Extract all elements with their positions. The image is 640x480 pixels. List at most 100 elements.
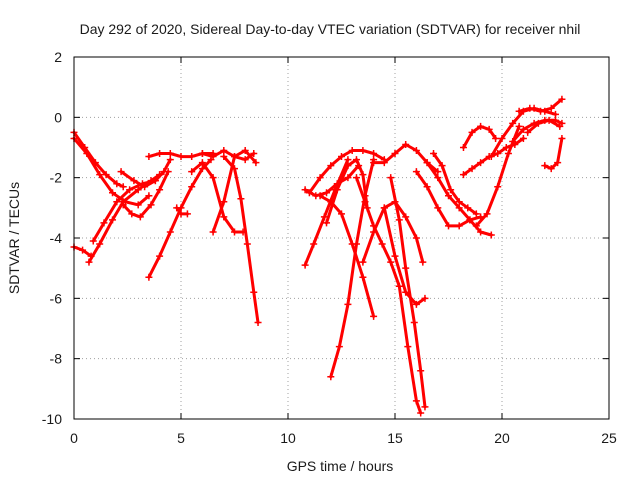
data-point xyxy=(445,192,452,200)
data-point xyxy=(558,95,566,103)
x-tick-label: 10 xyxy=(280,430,296,446)
x-axis-label: GPS time / hours xyxy=(287,458,394,474)
series-track-29 xyxy=(459,122,500,151)
data-point xyxy=(79,246,87,254)
data-point xyxy=(316,192,324,200)
data-point xyxy=(166,150,174,158)
data-point xyxy=(344,300,352,308)
data-point xyxy=(524,128,532,136)
data-point xyxy=(402,264,410,272)
series-track-36 xyxy=(541,134,566,173)
data-point xyxy=(477,159,485,167)
data-point xyxy=(515,107,523,115)
data-point xyxy=(85,258,93,266)
data-point xyxy=(485,125,493,133)
series-track-28 xyxy=(430,150,480,218)
data-point xyxy=(359,258,367,266)
data-point xyxy=(327,162,335,170)
data-point xyxy=(459,144,467,151)
data-point xyxy=(305,189,313,197)
data-point xyxy=(558,134,566,142)
data-point xyxy=(534,119,542,127)
data-point xyxy=(113,180,121,188)
data-point xyxy=(151,177,159,185)
data-point xyxy=(459,171,467,179)
data-point xyxy=(119,183,127,191)
data-point xyxy=(177,153,185,161)
data-point xyxy=(370,150,378,158)
series-line xyxy=(432,152,478,216)
data-point xyxy=(209,153,217,161)
data-point xyxy=(89,237,97,245)
data-point xyxy=(455,222,463,230)
data-point xyxy=(241,147,249,155)
data-point xyxy=(164,168,172,176)
data-point xyxy=(537,107,545,115)
series-line xyxy=(526,118,562,134)
data-point xyxy=(541,162,549,170)
data-point xyxy=(96,240,104,248)
series-track-12 xyxy=(198,147,260,167)
data-point xyxy=(352,174,360,182)
data-point xyxy=(498,134,506,142)
series-line xyxy=(325,158,369,225)
data-point xyxy=(128,210,136,218)
data-point xyxy=(477,228,485,236)
series-track-13 xyxy=(209,150,258,236)
series-track-10 xyxy=(173,204,191,218)
data-point xyxy=(320,213,328,221)
data-point xyxy=(231,165,238,173)
data-point xyxy=(344,174,352,182)
data-point xyxy=(173,204,181,212)
y-tick-label: -8 xyxy=(50,351,63,367)
series-track-06 xyxy=(117,156,174,191)
data-point xyxy=(547,104,555,112)
data-point xyxy=(310,240,318,248)
data-point xyxy=(421,403,429,411)
data-point xyxy=(352,240,360,248)
data-point xyxy=(370,159,378,167)
series-track-22 xyxy=(352,174,425,417)
data-point xyxy=(220,213,228,221)
data-point xyxy=(391,150,399,158)
series-line xyxy=(303,164,361,198)
data-point xyxy=(556,122,564,130)
data-point xyxy=(472,210,480,218)
y-tick-label: -6 xyxy=(50,290,63,306)
data-point xyxy=(166,156,174,164)
data-point xyxy=(412,168,420,176)
data-point xyxy=(237,195,245,203)
data-point xyxy=(509,137,517,145)
data-point xyxy=(188,168,196,176)
series-track-07 xyxy=(119,168,172,221)
series-track-02 xyxy=(70,134,153,209)
data-point xyxy=(145,153,153,161)
data-point xyxy=(243,240,251,248)
data-point xyxy=(412,300,420,308)
data-point xyxy=(468,165,476,173)
x-tick-label: 20 xyxy=(494,430,510,446)
data-point xyxy=(526,104,534,112)
series-line xyxy=(222,155,260,324)
series-line xyxy=(119,158,172,189)
data-point xyxy=(492,134,500,142)
data-series xyxy=(70,95,566,417)
chart-title: Day 292 of 2020, Sidereal Day-to-day VTE… xyxy=(80,21,581,37)
data-point xyxy=(395,282,403,290)
series-track-11 xyxy=(188,159,247,236)
data-point xyxy=(519,134,527,142)
data-point xyxy=(119,201,127,209)
data-point xyxy=(231,228,238,236)
data-point xyxy=(380,159,388,167)
data-point xyxy=(359,147,367,155)
data-point xyxy=(177,210,185,218)
data-point xyxy=(447,186,455,194)
series-line xyxy=(318,194,376,318)
data-point xyxy=(370,312,378,320)
data-point xyxy=(404,343,412,351)
data-point xyxy=(338,210,345,218)
data-point xyxy=(134,186,142,194)
data-point xyxy=(504,150,512,158)
series-track-25 xyxy=(387,174,429,411)
